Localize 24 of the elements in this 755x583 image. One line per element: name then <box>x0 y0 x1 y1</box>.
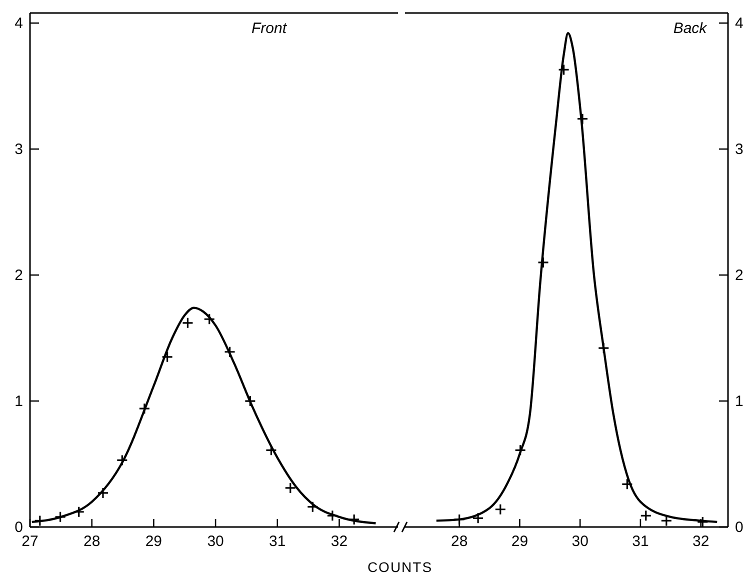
x-tick-label: 30 <box>207 533 224 550</box>
y-tick-label: 0 <box>14 519 23 536</box>
y-tick-label: 0 <box>735 519 744 536</box>
x-tick-label: 31 <box>632 533 649 550</box>
x-tick-label: 31 <box>269 533 286 550</box>
x-tick-label: 28 <box>84 533 100 550</box>
text: Back <box>673 20 708 37</box>
x-axis-title: COUNTS <box>367 559 433 575</box>
x-tick-label: 29 <box>511 533 528 550</box>
y-tick-label: 4 <box>14 15 23 32</box>
x-tick-label: 29 <box>145 533 162 550</box>
x-tick-label: 32 <box>692 533 710 550</box>
x-tick-label: 28 <box>450 533 468 550</box>
y-tick-label: 4 <box>735 15 744 32</box>
y-tick-label: 1 <box>14 393 23 410</box>
x-tick-label: 30 <box>572 533 588 550</box>
x-tick-label: 32 <box>330 533 348 550</box>
x-tick-label: 27 <box>22 533 38 550</box>
y-tick-label: 3 <box>14 141 23 158</box>
y-tick-label: 2 <box>14 267 23 284</box>
y-tick-label: 1 <box>735 393 744 410</box>
text: Front <box>251 20 288 37</box>
y-tick-label: 2 <box>735 267 744 284</box>
y-tick-label: 3 <box>735 141 744 158</box>
